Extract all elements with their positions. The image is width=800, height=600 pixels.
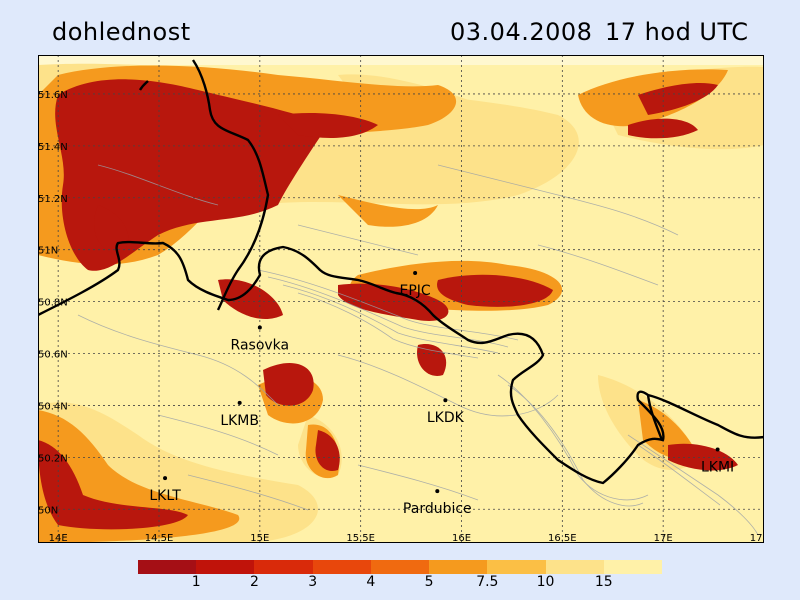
lat-tick-label: 50.4N (38, 401, 68, 412)
station-dot (443, 398, 448, 403)
lon-tick-label: 15.5E (346, 533, 375, 543)
station-label: EPJC (400, 283, 431, 299)
legend-swatch (603, 560, 662, 574)
lon-tick-label: 17E (654, 533, 673, 543)
legend-label: 7.5 (476, 574, 499, 590)
station-label: LKMI (701, 460, 734, 476)
legend-label: 10 (536, 574, 555, 590)
lat-tick-label: 51.2N (38, 194, 68, 205)
lon-tick-label: 15E (250, 533, 269, 543)
map-title: dohlednost (52, 18, 191, 46)
station-dot (237, 400, 242, 405)
lat-tick-label: 50.8N (38, 298, 68, 309)
legend-label: 3 (308, 574, 318, 590)
station-dot (435, 489, 440, 494)
lon-tick-label: 17.5E (750, 533, 764, 543)
station-lkmb: LKMB (220, 400, 259, 429)
station-dot (257, 325, 262, 330)
station-dot (715, 447, 720, 452)
legend-label: 1 (191, 574, 201, 590)
country-borders (38, 59, 764, 485)
lon-tick-label: 16.5E (548, 533, 577, 543)
legend-label: 2 (249, 574, 259, 590)
station-label: LKMB (220, 413, 259, 429)
legend-labels: 1 2 3 4 5 7.5 10 15 (138, 574, 662, 594)
legend-swatch (487, 560, 546, 574)
legend-swatch (370, 560, 430, 574)
lat-tick-label: 50N (38, 505, 58, 516)
station-label: Pardubice (403, 501, 472, 517)
station-label: Rasovka (231, 338, 290, 354)
legend-label: 5 (424, 574, 434, 590)
map-time: 17 hod UTC (605, 18, 749, 46)
station-lkdk: LKDK (427, 398, 465, 426)
lat-tick-label: 50.2N (38, 453, 68, 464)
legend-swatch (254, 560, 313, 574)
visibility-map: EPJC Rasovka LKMB LKDK LKLT Pardubice LKMI 14E… (38, 55, 764, 543)
station-label: LKDK (427, 410, 465, 426)
latitude-labels: 50N 50.2N 50.4N 50.6N 50.8N 51N 51.2N 51.4N 51.6… (38, 90, 68, 516)
lon-tick-label: 14.5E (145, 533, 174, 543)
station-pardubice: Pardubice (403, 489, 472, 517)
station-epjc: EPJC (400, 271, 431, 299)
legend-swatch (312, 560, 371, 574)
legend-swatch (138, 560, 197, 574)
lat-tick-label: 50.6N (38, 350, 68, 361)
legend-label: 15 (594, 574, 613, 590)
lon-tick-label: 16E (452, 533, 471, 543)
legend-colorbar (138, 560, 662, 574)
lat-tick-label: 51.6N (38, 90, 68, 101)
legend-swatch (196, 560, 255, 574)
station-lklt: LKLT (149, 476, 181, 504)
map-date: 03.04.2008 (450, 18, 593, 46)
station-label: LKLT (149, 488, 181, 504)
station-markers: EPJC Rasovka LKMB LKDK LKLT Pardubice LKMI (149, 271, 734, 517)
map-frame (38, 55, 764, 543)
station-dot (163, 476, 168, 481)
station-dot (413, 271, 418, 276)
station-rasovka: Rasovka (231, 325, 290, 354)
longitude-labels: 14E 14.5E 15E 15.5E 16E 16.5E 17E 17.5E (49, 533, 764, 543)
visibility-1-3-areas (38, 79, 738, 530)
legend-label: 4 (366, 574, 376, 590)
station-lkmi: LKMI (701, 447, 734, 476)
lat-tick-label: 51.4N (38, 142, 68, 153)
lon-tick-label: 14E (49, 533, 68, 543)
lat-tick-label: 51N (38, 246, 58, 257)
legend-swatch (545, 560, 604, 574)
legend-swatch (429, 560, 488, 574)
